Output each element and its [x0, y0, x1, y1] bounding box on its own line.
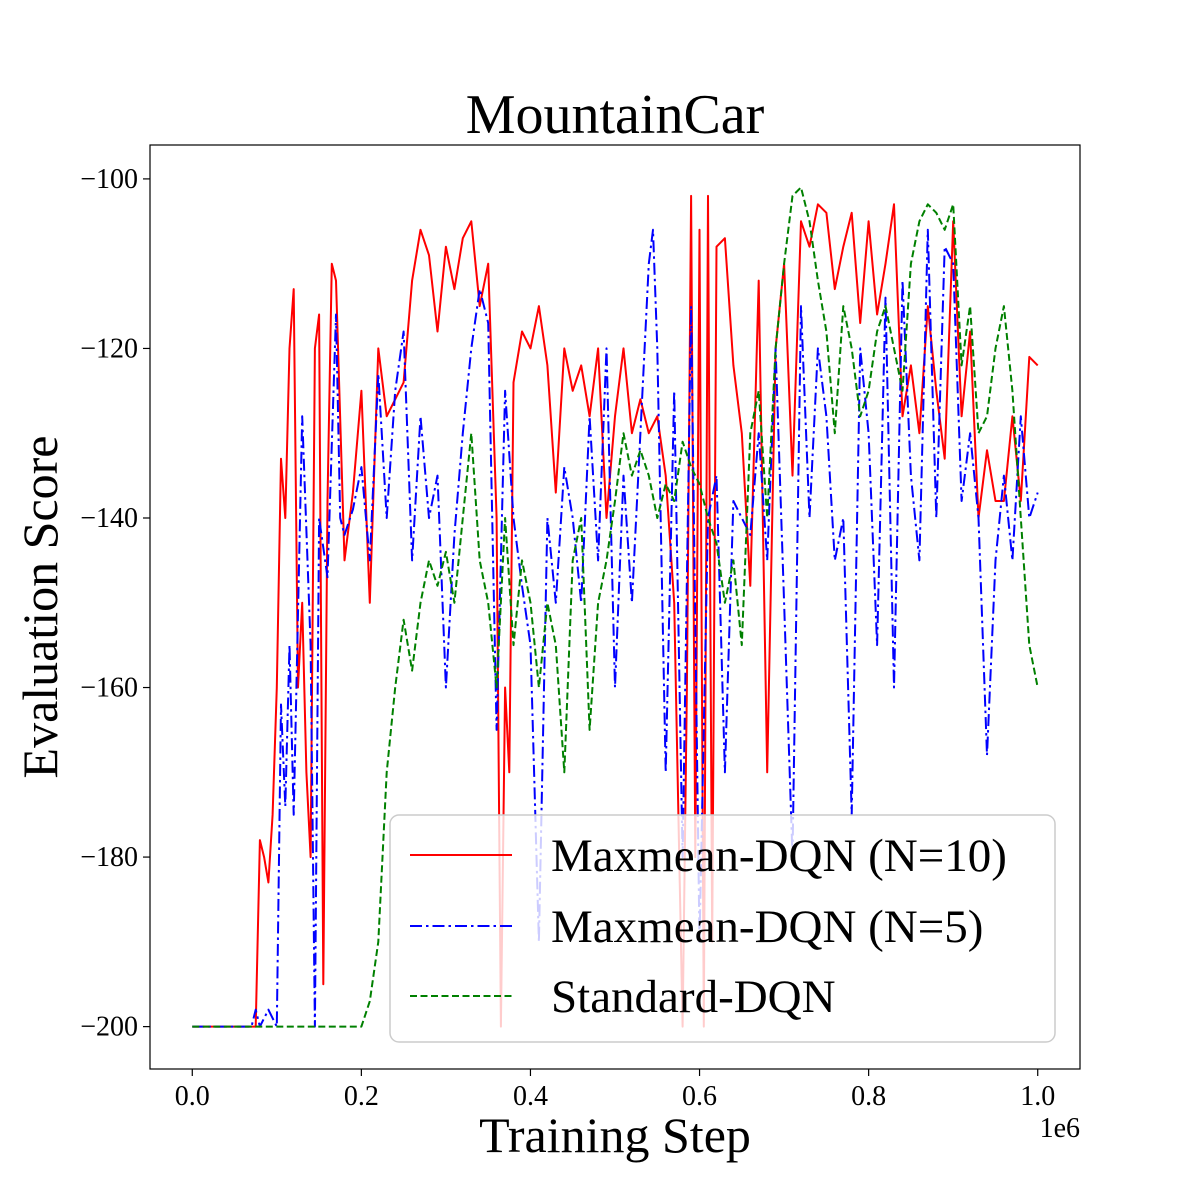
- y-tick-label: −140: [80, 503, 138, 534]
- y-tick-label: −120: [80, 333, 138, 364]
- series-line-standard-dqn: [192, 186, 1039, 1028]
- y-axis-ticks: −200 −180 −160 −140 −120 −100: [80, 164, 150, 1043]
- plot-frame: [149, 144, 1081, 1070]
- x-tick-label: 0.4: [513, 1081, 548, 1112]
- legend-box: [389, 814, 1056, 1043]
- legend-label: Maxmean-DQN (N=10): [551, 830, 1007, 882]
- x-axis-label: Training Step: [479, 1107, 751, 1163]
- series-line-maxmean-dqn-n-10: [192, 194, 1039, 1028]
- x-tick-label: 1.0: [1020, 1081, 1055, 1112]
- y-axis-label: Evaluation Score: [12, 436, 68, 779]
- x-axis-ticks: 0.0 0.2 0.4 0.6 0.8 1.0: [175, 1069, 1055, 1112]
- y-tick-label: −160: [80, 673, 138, 704]
- series-line-maxmean-dqn-n-5: [192, 228, 1039, 1028]
- y-tick-label: −200: [80, 1012, 138, 1043]
- x-tick-label: 0.6: [682, 1081, 717, 1112]
- y-tick-label: −100: [80, 164, 138, 195]
- series-layer: [192, 186, 1039, 1028]
- chart-title: MountainCar: [466, 84, 765, 146]
- x-tick-label: 0.2: [344, 1081, 379, 1112]
- x-tick-label: 0.8: [851, 1081, 886, 1112]
- legend: Maxmean-DQN (N=10) Maxmean-DQN (N=5) Stand…: [389, 814, 1056, 1043]
- x-axis-offset-label: 1e6: [1040, 1113, 1080, 1144]
- legend-label: Standard-DQN: [551, 971, 836, 1023]
- y-tick-label: −180: [80, 842, 138, 873]
- legend-label: Maxmean-DQN (N=5): [551, 901, 983, 953]
- x-tick-label: 0.0: [175, 1081, 210, 1112]
